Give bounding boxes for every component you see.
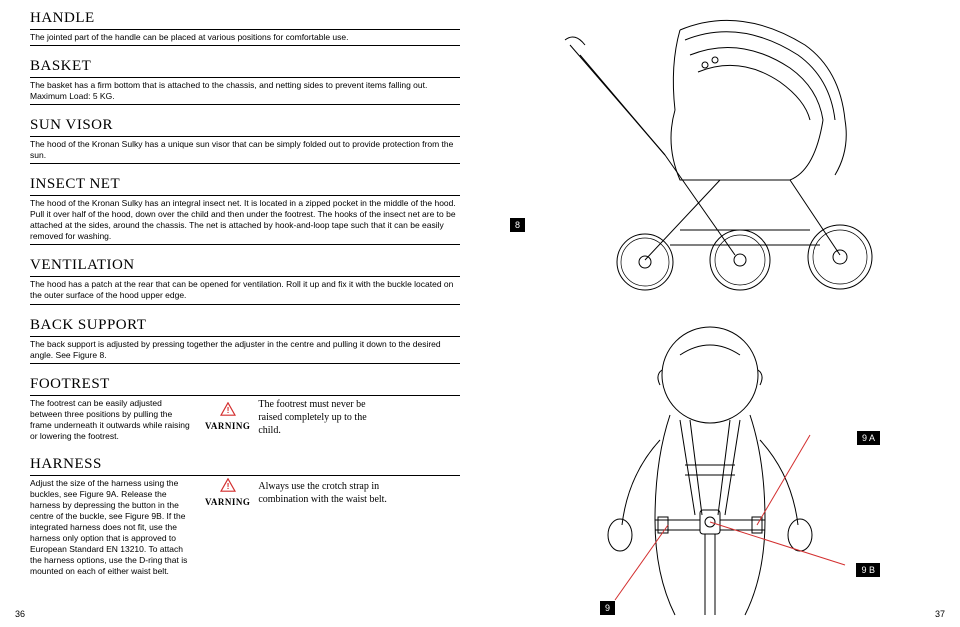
section-handle: HANDLE The jointed part of the handle ca… xyxy=(30,10,460,46)
warning-icon: ! xyxy=(220,478,236,492)
footrest-warning-text: The footrest must never be raised comple… xyxy=(258,398,388,437)
section-sunvisor: SUN VISOR The hood of the Kronan Sulky h… xyxy=(30,117,460,164)
insectnet-title: INSECT NET xyxy=(30,176,460,196)
harness-body: Adjust the size of the harness using the… xyxy=(30,478,190,577)
basket-title: BASKET xyxy=(30,58,460,78)
ventilation-body: The hood has a patch at the rear that ca… xyxy=(30,279,460,304)
figure-9-label: 9 xyxy=(600,598,615,616)
warning-label: VARNING xyxy=(205,497,250,509)
footrest-warning: ! VARNING The footrest must never be rai… xyxy=(205,398,388,437)
right-column: 8 xyxy=(480,10,930,622)
section-insectnet: INSECT NET The hood of the Kronan Sulky … xyxy=(30,176,460,245)
backsupport-title: BACK SUPPORT xyxy=(30,317,460,337)
footrest-body: The footrest can be easily adjusted betw… xyxy=(30,398,190,442)
harness-warning: ! VARNING Always use the crotch strap in… xyxy=(205,478,388,509)
backsupport-body: The back support is adjusted by pressing… xyxy=(30,339,460,364)
section-basket: BASKET The basket has a firm bottom that… xyxy=(30,58,460,105)
insectnet-body: The hood of the Kronan Sulky has an inte… xyxy=(30,198,460,245)
basket-body: The basket has a firm bottom that is att… xyxy=(30,80,460,105)
baby-harness-illustration xyxy=(560,320,890,620)
handle-body: The jointed part of the handle can be pl… xyxy=(30,32,460,46)
svg-text:!: ! xyxy=(226,481,229,491)
handle-title: HANDLE xyxy=(30,10,460,30)
harness-title: HARNESS xyxy=(30,456,460,476)
ventilation-title: VENTILATION xyxy=(30,257,460,277)
section-footrest: FOOTREST The footrest can be easily adju… xyxy=(30,376,460,444)
figure-8-label: 8 xyxy=(510,215,525,233)
sunvisor-title: SUN VISOR xyxy=(30,117,460,137)
harness-warning-text: Always use the crotch strap in combinati… xyxy=(258,480,388,506)
section-ventilation: VENTILATION The hood has a patch at the … xyxy=(30,257,460,304)
section-backsupport: BACK SUPPORT The back support is adjuste… xyxy=(30,317,460,364)
left-column: HANDLE The jointed part of the handle ca… xyxy=(30,10,480,622)
warning-icon: ! xyxy=(220,402,236,416)
sunvisor-body: The hood of the Kronan Sulky has a uniqu… xyxy=(30,139,460,164)
section-harness: HARNESS Adjust the size of the harness u… xyxy=(30,456,460,579)
warning-label: VARNING xyxy=(205,421,250,433)
svg-text:!: ! xyxy=(226,404,229,414)
figure-9b-label: 9 B xyxy=(856,560,880,578)
page-number-right: 37 xyxy=(935,609,945,619)
footrest-title: FOOTREST xyxy=(30,376,460,396)
figure-9a-label: 9 A xyxy=(857,428,880,446)
stroller-illustration xyxy=(540,10,900,300)
page-number-left: 36 xyxy=(15,609,25,619)
